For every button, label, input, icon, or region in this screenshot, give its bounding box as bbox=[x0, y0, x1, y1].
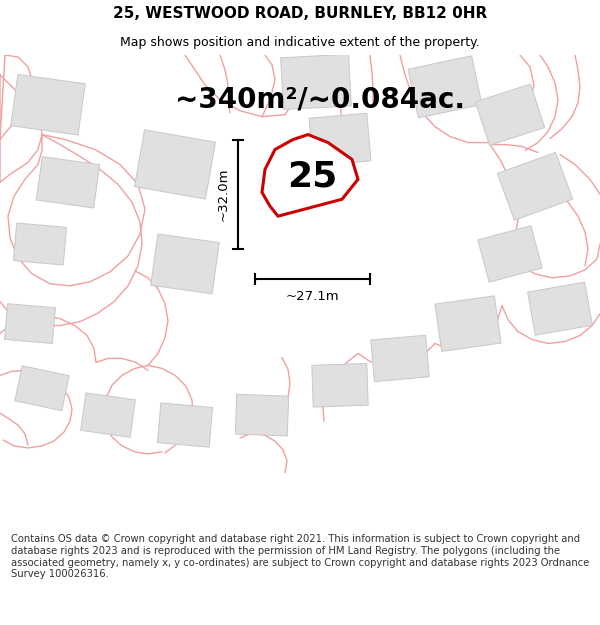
Polygon shape bbox=[281, 54, 352, 109]
Polygon shape bbox=[262, 134, 358, 216]
Polygon shape bbox=[235, 394, 289, 436]
Polygon shape bbox=[497, 152, 572, 220]
Polygon shape bbox=[478, 226, 542, 282]
Polygon shape bbox=[157, 403, 212, 447]
Polygon shape bbox=[134, 130, 215, 199]
Polygon shape bbox=[13, 223, 67, 265]
Polygon shape bbox=[151, 234, 220, 294]
Polygon shape bbox=[371, 335, 429, 382]
Polygon shape bbox=[36, 157, 100, 208]
Text: ~27.1m: ~27.1m bbox=[286, 290, 340, 303]
Polygon shape bbox=[309, 113, 371, 166]
Polygon shape bbox=[435, 296, 501, 351]
Polygon shape bbox=[15, 366, 69, 411]
Polygon shape bbox=[408, 56, 482, 118]
Text: 25: 25 bbox=[287, 159, 337, 193]
Polygon shape bbox=[5, 304, 55, 344]
Text: Map shows position and indicative extent of the property.: Map shows position and indicative extent… bbox=[120, 36, 480, 49]
Polygon shape bbox=[475, 84, 545, 146]
Polygon shape bbox=[80, 393, 136, 438]
Polygon shape bbox=[527, 282, 592, 335]
Text: Contains OS data © Crown copyright and database right 2021. This information is : Contains OS data © Crown copyright and d… bbox=[11, 534, 589, 579]
Text: ~340m²/~0.084ac.: ~340m²/~0.084ac. bbox=[175, 86, 465, 114]
Text: ~32.0m: ~32.0m bbox=[217, 168, 229, 221]
Polygon shape bbox=[11, 74, 85, 135]
Text: 25, WESTWOOD ROAD, BURNLEY, BB12 0HR: 25, WESTWOOD ROAD, BURNLEY, BB12 0HR bbox=[113, 6, 487, 21]
Polygon shape bbox=[312, 364, 368, 407]
